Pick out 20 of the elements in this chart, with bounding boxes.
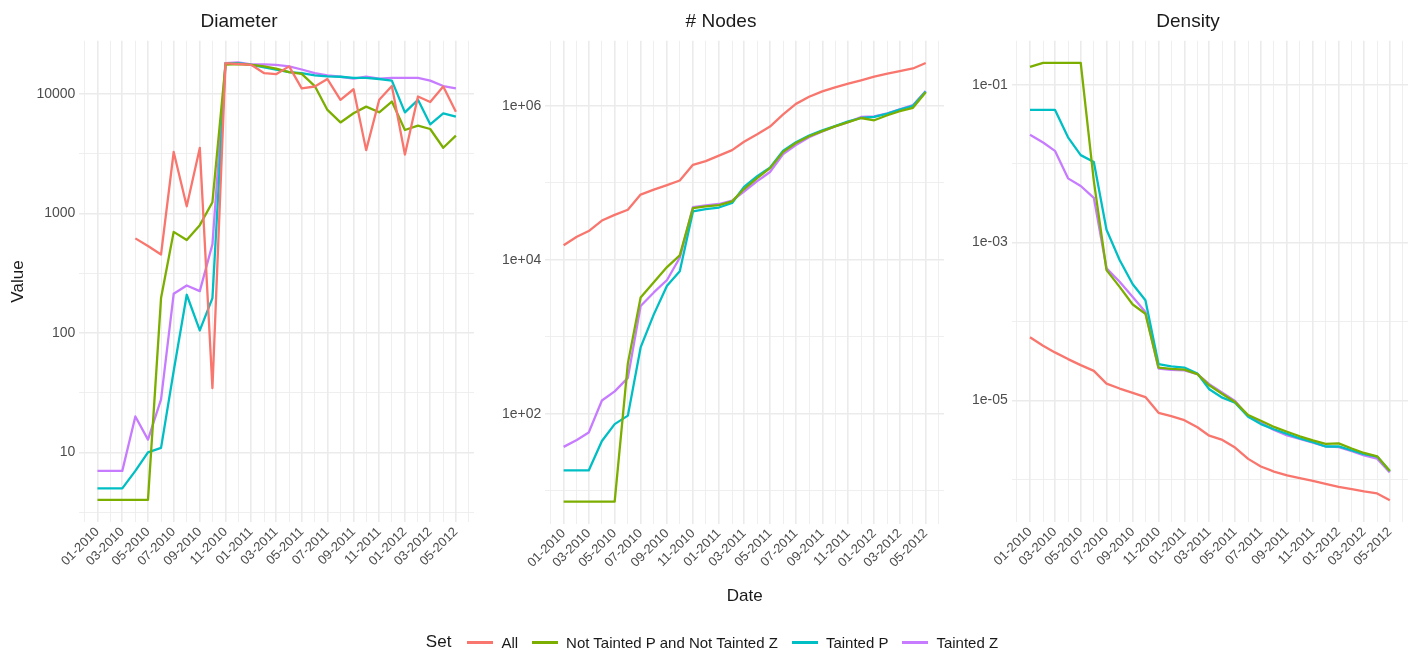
y-tick-label: 1e+02 xyxy=(501,404,542,421)
y-tick-label: 100 xyxy=(51,323,76,340)
y-tick-label: 1000 xyxy=(44,204,76,221)
legend-label: Tainted Z xyxy=(936,633,999,651)
y-axis-title: Value xyxy=(7,260,27,303)
y-tick-label: 1e+04 xyxy=(501,250,542,267)
y-tick-label: 10000 xyxy=(36,85,76,102)
y-tick-label: 1e+06 xyxy=(501,96,542,113)
chart-title: Diameter xyxy=(200,9,279,31)
legend-label: Tainted P xyxy=(825,633,889,651)
y-tick-label: 1e-01 xyxy=(971,75,1009,92)
y-tick-label: 1e-05 xyxy=(971,391,1009,408)
y-tick-label: 10 xyxy=(59,443,76,460)
x-axis-title: Date xyxy=(726,586,763,606)
legend-label: Not Tainted P and Not Tainted Z xyxy=(566,633,778,651)
legend-title: Set xyxy=(425,632,452,652)
chart-title: # Nodes xyxy=(685,9,757,31)
chart-title: Density xyxy=(1156,9,1221,31)
y-tick-label: 1e-03 xyxy=(971,233,1009,250)
legend-label: All xyxy=(501,633,519,651)
